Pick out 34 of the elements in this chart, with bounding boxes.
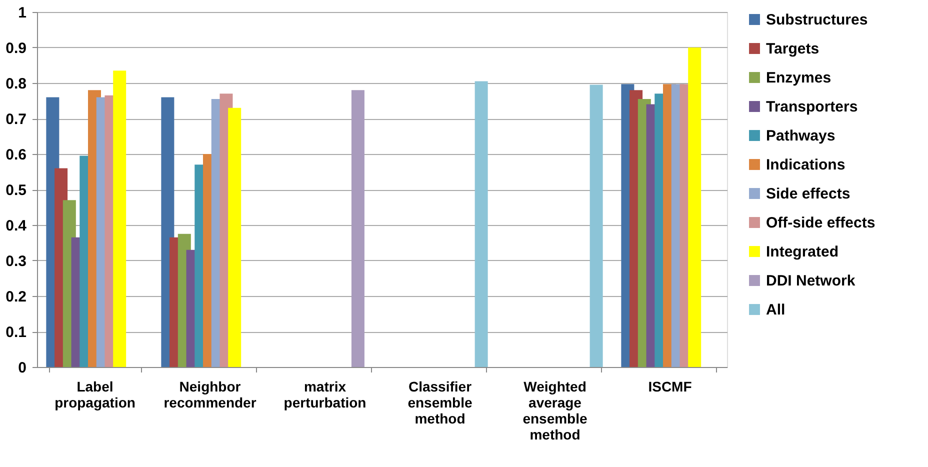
y-tick-label: 0.6: [6, 146, 26, 164]
legend-label: DDI Network: [766, 272, 856, 290]
bar: [688, 48, 702, 367]
x-tick-label: Label propagation: [54, 378, 136, 410]
legend-label: Indications: [766, 156, 846, 174]
legend-label: Side effects: [766, 186, 850, 202]
legend-label: All: [766, 302, 786, 318]
legend-label: Substructures: [766, 12, 868, 28]
y-tick-label: 1: [18, 4, 26, 22]
x-tick-label: matrix perturbation: [284, 378, 366, 410]
y-tick-label: 0.8: [6, 76, 26, 92]
y-tick-label: 0.2: [6, 288, 26, 306]
y-tick-label: 0: [18, 360, 26, 376]
y-tick-label: 0.1: [6, 324, 26, 341]
legend-label: Transporters: [766, 98, 858, 116]
x-tick-label: Classifier ensemble method: [408, 378, 473, 426]
legend-label: Enzymes: [766, 70, 832, 86]
legend-label: Pathways: [766, 128, 836, 144]
bar: [351, 90, 364, 367]
x-tick-label: Weighted average ensemble method: [522, 378, 588, 442]
legend-label: Targets: [766, 40, 820, 58]
x-tick-label: ISCMF: [648, 378, 692, 394]
legend-label: Integrated: [766, 244, 839, 260]
legend-label: Off-side effects: [766, 214, 876, 232]
bar: [228, 108, 242, 367]
bar: [474, 81, 488, 367]
y-tick-label: 0.7: [6, 111, 26, 128]
y-tick-label: 0.4: [6, 218, 28, 234]
y-tick-label: 0.3: [6, 253, 26, 270]
x-tick-label: Neighbor recommender: [164, 378, 257, 410]
y-tick-label: 0.9: [6, 40, 26, 57]
y-tick-label: 0.5: [6, 182, 26, 199]
bar: [113, 70, 126, 367]
bar: [590, 84, 603, 367]
